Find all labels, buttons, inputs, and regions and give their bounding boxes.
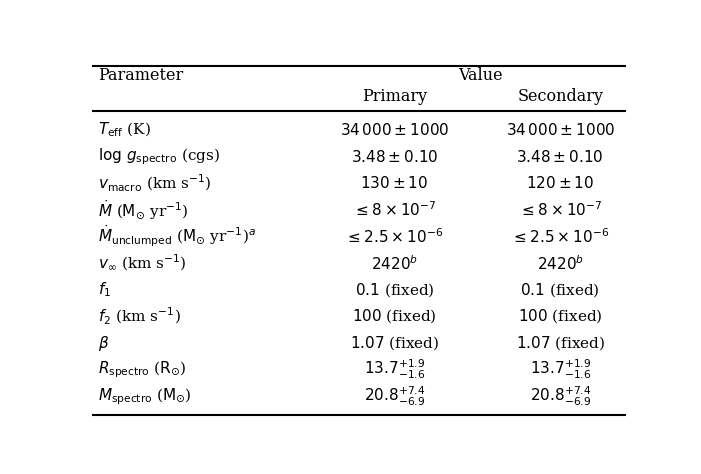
Text: $v_{\mathrm{macro}}$ (km s$^{-1}$): $v_{\mathrm{macro}}$ (km s$^{-1}$) xyxy=(98,173,212,194)
Text: $\leq 8 \times 10^{-7}$: $\leq 8 \times 10^{-7}$ xyxy=(519,201,602,219)
Text: Primary: Primary xyxy=(362,89,427,106)
Text: $20.8^{+7.4}_{-6.9}$: $20.8^{+7.4}_{-6.9}$ xyxy=(529,385,591,408)
Text: Parameter: Parameter xyxy=(98,67,184,83)
Text: $\beta$: $\beta$ xyxy=(98,334,110,353)
Text: Secondary: Secondary xyxy=(517,89,604,106)
Text: $34\,000 \pm 1000$: $34\,000 \pm 1000$ xyxy=(505,122,615,138)
Text: $13.7^{+1.9}_{-1.6}$: $13.7^{+1.9}_{-1.6}$ xyxy=(364,358,426,382)
Text: $M_{\mathrm{spectro}}$ ($\mathrm{M}_{\odot}$): $M_{\mathrm{spectro}}$ ($\mathrm{M}_{\od… xyxy=(98,386,192,407)
Text: $R_{\mathrm{spectro}}$ ($\mathrm{R}_{\odot}$): $R_{\mathrm{spectro}}$ ($\mathrm{R}_{\od… xyxy=(98,359,187,380)
Text: $0.1$ (fixed): $0.1$ (fixed) xyxy=(520,281,600,299)
Text: $1.07$ (fixed): $1.07$ (fixed) xyxy=(350,334,440,352)
Text: $1.07$ (fixed): $1.07$ (fixed) xyxy=(515,334,605,352)
Text: $3.48 \pm 0.10$: $3.48 \pm 0.10$ xyxy=(517,149,604,164)
Text: $\leq 2.5 \times 10^{-6}$: $\leq 2.5 \times 10^{-6}$ xyxy=(346,227,444,246)
Text: $100$ (fixed): $100$ (fixed) xyxy=(518,308,603,325)
Text: $2420^{b}$: $2420^{b}$ xyxy=(371,254,418,273)
Text: $f_{1}$: $f_{1}$ xyxy=(98,281,111,299)
Text: $20.8^{+7.4}_{-6.9}$: $20.8^{+7.4}_{-6.9}$ xyxy=(364,385,426,408)
Text: $\log\,g_{\mathrm{spectro}}$ (cgs): $\log\,g_{\mathrm{spectro}}$ (cgs) xyxy=(98,146,220,167)
Text: $34\,000 \pm 1000$: $34\,000 \pm 1000$ xyxy=(340,122,449,138)
Text: $T_{\mathrm{eff}}$ (K): $T_{\mathrm{eff}}$ (K) xyxy=(98,121,151,139)
Text: Value: Value xyxy=(458,67,503,83)
Text: $\dot{M}$ ($\mathrm{M}_{\odot}$ yr$^{-1}$): $\dot{M}$ ($\mathrm{M}_{\odot}$ yr$^{-1}… xyxy=(98,198,189,222)
Text: $f_{2}$ (km s$^{-1}$): $f_{2}$ (km s$^{-1}$) xyxy=(98,306,182,327)
Text: $100$ (fixed): $100$ (fixed) xyxy=(353,308,437,325)
Text: $0.1$ (fixed): $0.1$ (fixed) xyxy=(355,281,435,299)
Text: $2420^{b}$: $2420^{b}$ xyxy=(537,254,584,273)
Text: $3.48 \pm 0.10$: $3.48 \pm 0.10$ xyxy=(350,149,438,164)
Text: $\dot{M}_{\mathrm{unclumped}}$ ($\mathrm{M}_{\odot}$ yr$^{-1}$)$^{a}$: $\dot{M}_{\mathrm{unclumped}}$ ($\mathrm… xyxy=(98,224,257,249)
Text: $v_{\infty}$ (km s$^{-1}$): $v_{\infty}$ (km s$^{-1}$) xyxy=(98,253,187,273)
Text: $13.7^{+1.9}_{-1.6}$: $13.7^{+1.9}_{-1.6}$ xyxy=(529,358,591,382)
Text: $120 \pm 10$: $120 \pm 10$ xyxy=(526,175,594,191)
Text: $\leq 8 \times 10^{-7}$: $\leq 8 \times 10^{-7}$ xyxy=(353,201,436,219)
Text: $130 \pm 10$: $130 \pm 10$ xyxy=(360,175,428,191)
Text: $\leq 2.5 \times 10^{-6}$: $\leq 2.5 \times 10^{-6}$ xyxy=(511,227,609,246)
